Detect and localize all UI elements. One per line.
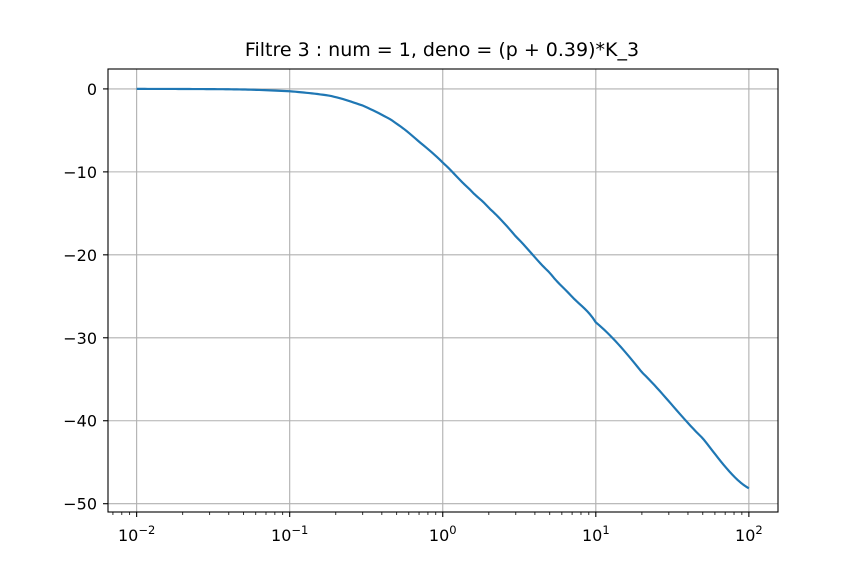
- x-tick-label: 102: [735, 523, 763, 545]
- x-tick-exponent: −1: [291, 523, 308, 537]
- series-layer: [136, 87, 750, 490]
- x-tick-base: 10: [735, 526, 755, 545]
- x-tick-base: 10: [582, 526, 602, 545]
- y-tick-label: 0: [87, 80, 97, 99]
- series-line: [136, 87, 750, 490]
- y-tick-label: −30: [63, 329, 97, 348]
- tick-marks: [103, 88, 750, 517]
- y-tick-label: −10: [63, 163, 97, 182]
- chart-title: Filtre 3 : num = 1, deno = (p + 0.39)*K_…: [245, 39, 639, 61]
- x-tick-label: 101: [582, 523, 610, 545]
- x-tick-label: 100: [429, 523, 457, 545]
- x-tick-base: 10: [429, 526, 449, 545]
- x-tick-exponent: 2: [755, 523, 762, 537]
- x-tick-label: 10−1: [271, 523, 308, 545]
- y-tick-label: −20: [63, 246, 97, 265]
- x-tick-exponent: −2: [138, 523, 155, 537]
- x-tick-base: 10: [271, 526, 291, 545]
- x-tick-exponent: 1: [602, 523, 609, 537]
- grid-lines: [108, 69, 778, 512]
- y-tick-labels: 0 −10 −20 −30 −40 −50: [63, 80, 97, 514]
- x-tick-labels: 10−2 10−1 100 101 102: [118, 523, 763, 545]
- x-tick-base: 10: [118, 526, 138, 545]
- x-tick-exponent: 0: [449, 523, 456, 537]
- y-tick-label: −50: [63, 495, 97, 514]
- x-tick-label: 10−2: [118, 523, 155, 545]
- y-tick-label: −40: [63, 412, 97, 431]
